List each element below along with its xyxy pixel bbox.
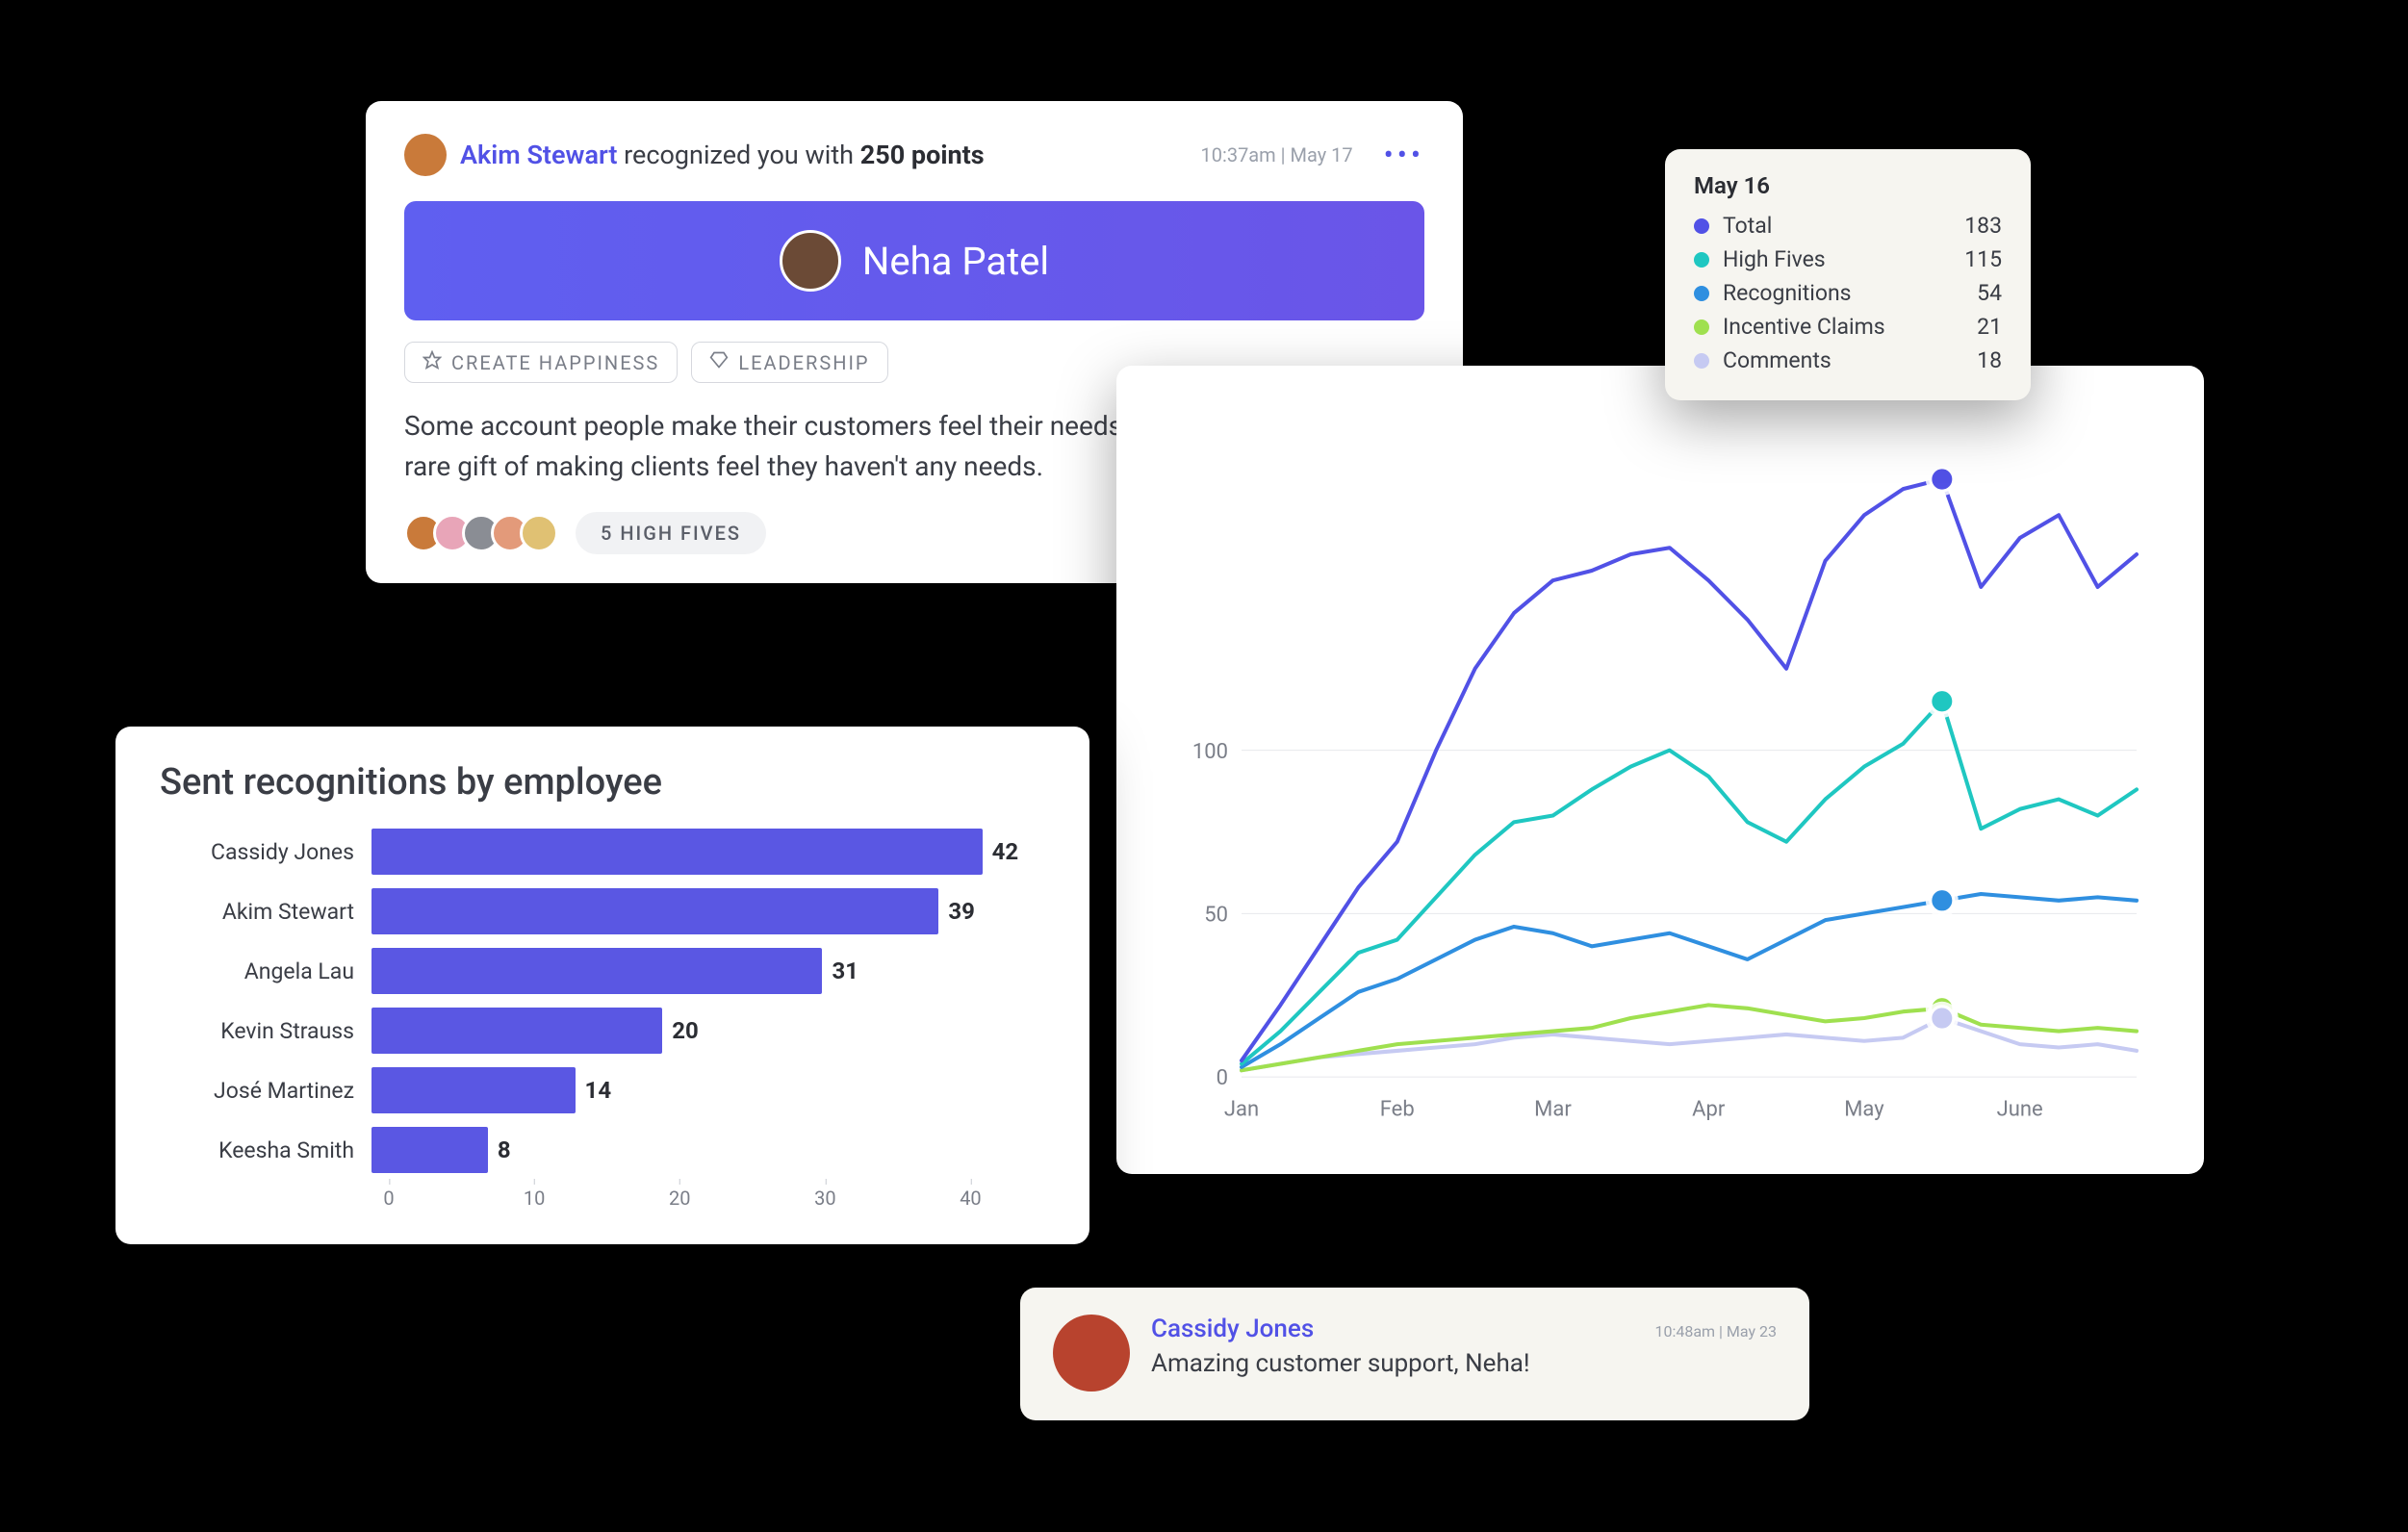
sender-name[interactable]: Akim Stewart: [460, 140, 617, 170]
legend-value: 183: [1964, 213, 2002, 239]
comment-author[interactable]: Cassidy Jones: [1151, 1315, 1314, 1343]
x-axis-tick: 30: [814, 1187, 835, 1210]
tag-label: CREATE HAPPINESS: [451, 351, 659, 374]
recipient-avatar[interactable]: [780, 230, 841, 292]
tooltip-row: Comments18: [1694, 344, 2002, 377]
legend-label: Incentive Claims: [1723, 314, 1977, 340]
svg-text:Jan: Jan: [1224, 1096, 1259, 1121]
bar-fill: [371, 948, 822, 994]
bar-track: 39: [371, 888, 1045, 934]
svg-text:Mar: Mar: [1534, 1096, 1572, 1121]
bar-value: 42: [992, 838, 1019, 865]
bar-chart-title: Sent recognitions by employee: [160, 761, 1045, 804]
recipient-banner: Neha Patel: [404, 201, 1424, 320]
line-chart: 0 50 100 Jan Feb Mar Apr May June: [1165, 404, 2156, 1145]
bar-value: 31: [832, 958, 858, 984]
tooltip-rows: Total183High Fives115Recognitions54Incen…: [1694, 209, 2002, 377]
bar-track: 20: [371, 1008, 1045, 1054]
bar-row: Angela Lau 31: [160, 948, 1045, 994]
legend-value: 115: [1964, 246, 2002, 272]
bar-row: Keesha Smith 8: [160, 1127, 1045, 1173]
recipient-name: Neha Patel: [862, 239, 1049, 284]
bar-row: Kevin Strauss 20: [160, 1008, 1045, 1054]
bar-row: José Martinez 14: [160, 1067, 1045, 1113]
comment-avatar[interactable]: [1053, 1315, 1130, 1392]
recognition-action: recognized you with: [617, 140, 859, 170]
bar-track: 8: [371, 1127, 1045, 1173]
bar-track: 42: [371, 829, 1045, 875]
bar-track: 31: [371, 948, 1045, 994]
legend-value: 21: [1977, 314, 2002, 340]
tooltip-row: Total183: [1694, 209, 2002, 243]
svg-text:100: 100: [1192, 739, 1228, 764]
comment-card: Cassidy Jones 10:48am | May 23 Amazing c…: [1020, 1288, 1809, 1420]
bar-value: 39: [948, 898, 975, 925]
x-axis-tick: 20: [669, 1187, 690, 1210]
legend-label: Total: [1723, 213, 1964, 239]
legend-dot: [1694, 286, 1709, 301]
tooltip-row: Incentive Claims21: [1694, 310, 2002, 344]
bar-value: 20: [672, 1017, 699, 1044]
legend-label: Recognitions: [1723, 280, 1977, 306]
tooltip-row: High Fives115: [1694, 243, 2002, 276]
value-tag[interactable]: LEADERSHIP: [691, 342, 887, 383]
bar-category-label: Keesha Smith: [160, 1137, 371, 1163]
points-text: 250 points: [860, 140, 985, 170]
chart-tooltip-card: May 16 Total183High Fives115Recognitions…: [1665, 149, 2031, 400]
legend-dot: [1694, 252, 1709, 268]
legend-dot: [1694, 319, 1709, 335]
bar-fill: [371, 1067, 576, 1113]
recognition-headline: Akim Stewart recognized you with 250 poi…: [460, 140, 1188, 170]
bar-chart-x-axis: 010203040: [389, 1187, 1045, 1215]
bar-chart-card: Sent recognitions by employee Cassidy Jo…: [115, 727, 1089, 1244]
x-axis-tick: 40: [960, 1187, 981, 1210]
bar-category-label: José Martinez: [160, 1078, 371, 1104]
bar-fill: [371, 1008, 662, 1054]
tooltip-row: Recognitions54: [1694, 276, 2002, 310]
diamond-icon: [709, 350, 729, 374]
legend-value: 54: [1977, 280, 2002, 306]
tag-label: LEADERSHIP: [738, 351, 869, 374]
recognition-timestamp: 10:37am | May 17: [1201, 143, 1353, 166]
bar-row: Cassidy Jones 42: [160, 829, 1045, 875]
svg-text:May: May: [1844, 1096, 1884, 1121]
value-tag[interactable]: CREATE HAPPINESS: [404, 342, 678, 383]
star-icon: [423, 350, 442, 374]
bar-fill: [371, 888, 938, 934]
bar-category-label: Kevin Strauss: [160, 1018, 371, 1044]
line-chart-card: 0 50 100 Jan Feb Mar Apr May June: [1116, 366, 2204, 1174]
sender-avatar[interactable]: [404, 134, 447, 176]
highfive-avatar[interactable]: [520, 514, 558, 552]
svg-text:50: 50: [1204, 902, 1228, 927]
svg-text:0: 0: [1217, 1065, 1228, 1090]
svg-text:Feb: Feb: [1380, 1096, 1415, 1121]
tooltip-date: May 16: [1694, 172, 2002, 199]
legend-label: Comments: [1723, 347, 1977, 373]
legend-dot: [1694, 353, 1709, 369]
highfive-count-pill[interactable]: 5 HIGH FIVES: [576, 512, 766, 554]
x-axis-tick: 0: [383, 1187, 394, 1210]
highfive-avatar-stack[interactable]: [404, 514, 558, 552]
bar-track: 14: [371, 1067, 1045, 1113]
comment-timestamp: 10:48am | May 23: [1655, 1322, 1778, 1340]
comment-message: Amazing customer support, Neha!: [1151, 1349, 1777, 1378]
more-menu-icon[interactable]: •••: [1384, 139, 1424, 172]
bar-fill: [371, 829, 983, 875]
bar-fill: [371, 1127, 488, 1173]
bar-category-label: Akim Stewart: [160, 899, 371, 925]
bar-value: 14: [585, 1077, 612, 1104]
bar-row: Akim Stewart 39: [160, 888, 1045, 934]
x-axis-tick: 10: [524, 1187, 545, 1210]
bar-chart-rows: Cassidy Jones 42 Akim Stewart 39 Angela …: [160, 829, 1045, 1173]
bar-value: 8: [498, 1136, 511, 1163]
legend-dot: [1694, 218, 1709, 234]
bar-category-label: Angela Lau: [160, 958, 371, 984]
bar-category-label: Cassidy Jones: [160, 839, 371, 865]
legend-value: 18: [1977, 347, 2002, 373]
recognition-header: Akim Stewart recognized you with 250 poi…: [404, 134, 1424, 176]
svg-text:June: June: [1997, 1096, 2043, 1121]
legend-label: High Fives: [1723, 246, 1964, 272]
svg-text:Apr: Apr: [1692, 1096, 1726, 1121]
